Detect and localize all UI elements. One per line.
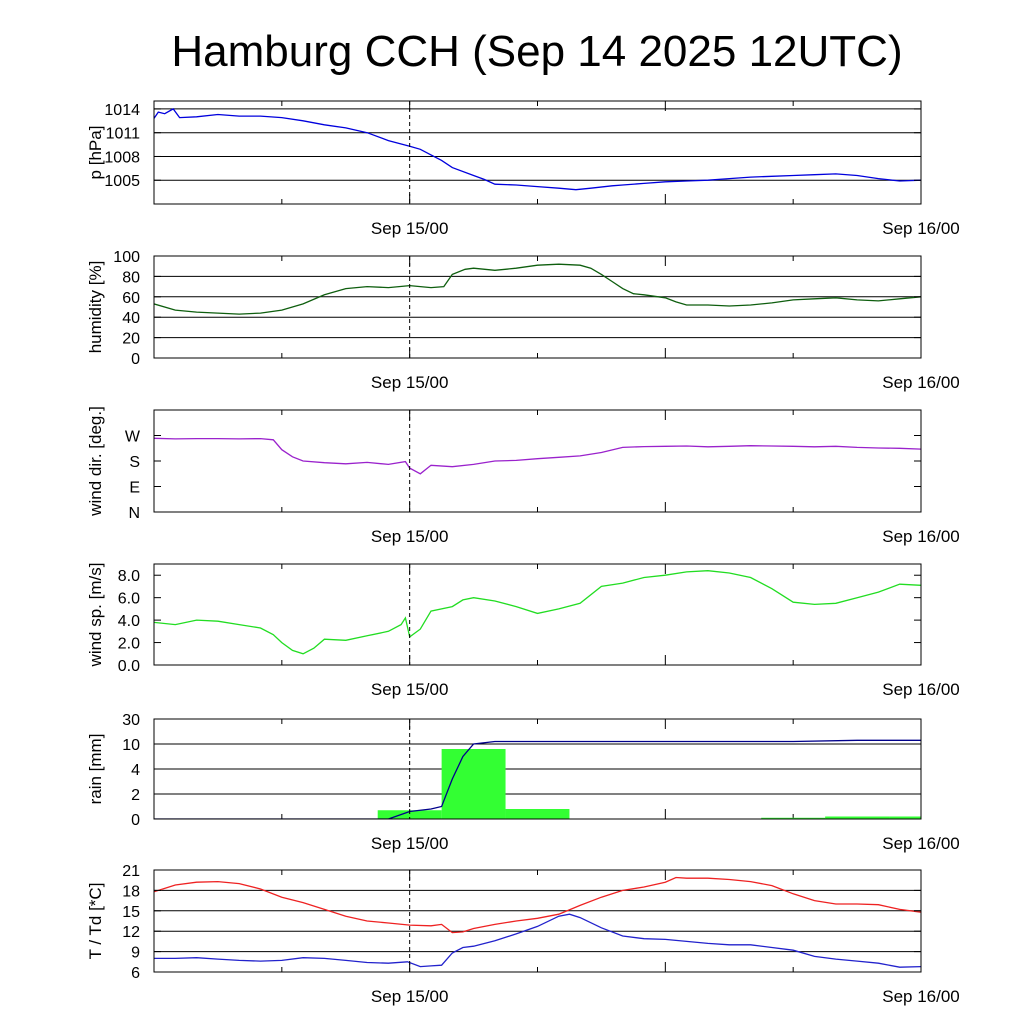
series-line-wind_direction-0 <box>154 437 921 475</box>
y-axis-label: wind sp. [m/s] <box>86 563 105 668</box>
panel-temperature: 6 9 12 15 18 21 T / Td [*C] Sep 15/00 Sep 16/00 <box>86 863 960 1006</box>
x-tick-label: Sep 16/00 <box>882 373 960 392</box>
chart-title: Hamburg CCH (Sep 14 2025 12UTC) <box>171 27 902 76</box>
y-tick-label: N <box>128 505 140 522</box>
series-line-temperature-0 <box>154 876 921 934</box>
y-axis-label: wind dir. [deg.] <box>86 406 105 517</box>
y-tick-label: 1008 <box>104 149 140 166</box>
y-tick-label: 40 <box>122 310 140 327</box>
rain-bar <box>441 749 506 819</box>
y-axis-label: rain [mm] <box>86 734 105 805</box>
y-tick-label: S <box>129 454 140 471</box>
y-tick-label: 100 <box>113 249 140 266</box>
y-tick-label: 6 <box>131 965 140 982</box>
panel-frame <box>153 100 922 205</box>
x-tick-label: Sep 16/00 <box>882 527 960 546</box>
y-tick-label: 9 <box>131 945 140 962</box>
x-tick-label: Sep 15/00 <box>371 987 449 1006</box>
x-tick-label: Sep 16/00 <box>882 680 960 699</box>
rain-bar <box>505 809 570 819</box>
rain-bar <box>761 817 826 819</box>
y-tick-label: 8.0 <box>118 568 140 585</box>
y-tick-label: 2 <box>131 787 140 804</box>
y-tick-label: 21 <box>122 863 140 880</box>
x-tick-label: Sep 16/00 <box>882 987 960 1006</box>
panel-rain: 0 2 4 10 30 rain [mm] Sep 15/00 Sep 16/00 <box>86 712 960 853</box>
panel-humidity: 0 20 40 60 80 100 humidity [%] Sep 15/00 Sep 16/… <box>86 249 960 392</box>
y-tick-label: 80 <box>122 269 140 286</box>
series-line-rain-0 <box>154 739 921 819</box>
y-tick-label: 15 <box>122 904 140 921</box>
x-tick-label: Sep 15/00 <box>371 834 449 853</box>
y-tick-label: 0 <box>131 351 140 368</box>
y-tick-label: 1005 <box>104 173 140 190</box>
series-line-pressure-0 <box>154 108 921 191</box>
series-line-humidity-0 <box>154 263 921 315</box>
y-tick-label: 4.0 <box>118 613 140 630</box>
x-tick-label: Sep 16/00 <box>882 219 960 238</box>
y-tick-label: 10 <box>122 737 140 754</box>
y-tick-label: W <box>125 429 141 446</box>
y-axis-label: p [hPa] <box>86 126 105 180</box>
x-tick-label: Sep 15/00 <box>371 680 449 699</box>
panel-frame <box>153 563 922 666</box>
panel-frame <box>153 255 922 359</box>
y-tick-label: 1011 <box>106 126 141 143</box>
y-tick-label: E <box>129 480 140 497</box>
panel-wind_speed: 0.0 2.0 4.0 6.0 8.0 wind sp. [m/s] Sep 15/00 Se… <box>86 563 960 699</box>
y-tick-label: 0 <box>131 812 140 829</box>
x-tick-label: Sep 16/00 <box>882 834 960 853</box>
y-axis-label: T / Td [*C] <box>86 883 105 960</box>
rain-bar <box>377 810 442 819</box>
y-tick-label: 6.0 <box>118 591 140 608</box>
panel-pressure: 1005 1008 1011 1014 p [hPa] Sep 15/00 Sep 16/0… <box>86 100 960 238</box>
y-tick-label: 30 <box>122 712 140 729</box>
y-tick-label: 60 <box>122 290 140 307</box>
y-tick-label: 4 <box>131 762 140 779</box>
y-tick-label: 0.0 <box>118 658 140 675</box>
series-line-wind_speed-0 <box>154 570 921 655</box>
y-tick-label: 1014 <box>104 102 140 119</box>
series-line-temperature-1 <box>154 913 921 968</box>
panel-frame <box>153 869 922 973</box>
y-tick-label: 12 <box>122 924 140 941</box>
rain-bar <box>889 816 921 819</box>
x-tick-label: Sep 15/00 <box>371 373 449 392</box>
y-tick-label: 2.0 <box>118 636 140 653</box>
y-tick-label: 18 <box>122 883 140 900</box>
y-tick-label: 20 <box>122 331 140 348</box>
x-tick-label: Sep 15/00 <box>371 219 449 238</box>
y-axis-label: humidity [%] <box>86 261 105 354</box>
x-tick-label: Sep 15/00 <box>371 527 449 546</box>
panels-container: 1005 1008 1011 1014 p [hPa] Sep 15/00 Sep 16/0… <box>86 100 960 1006</box>
rain-bar <box>825 816 890 819</box>
panel-frame <box>153 409 922 513</box>
